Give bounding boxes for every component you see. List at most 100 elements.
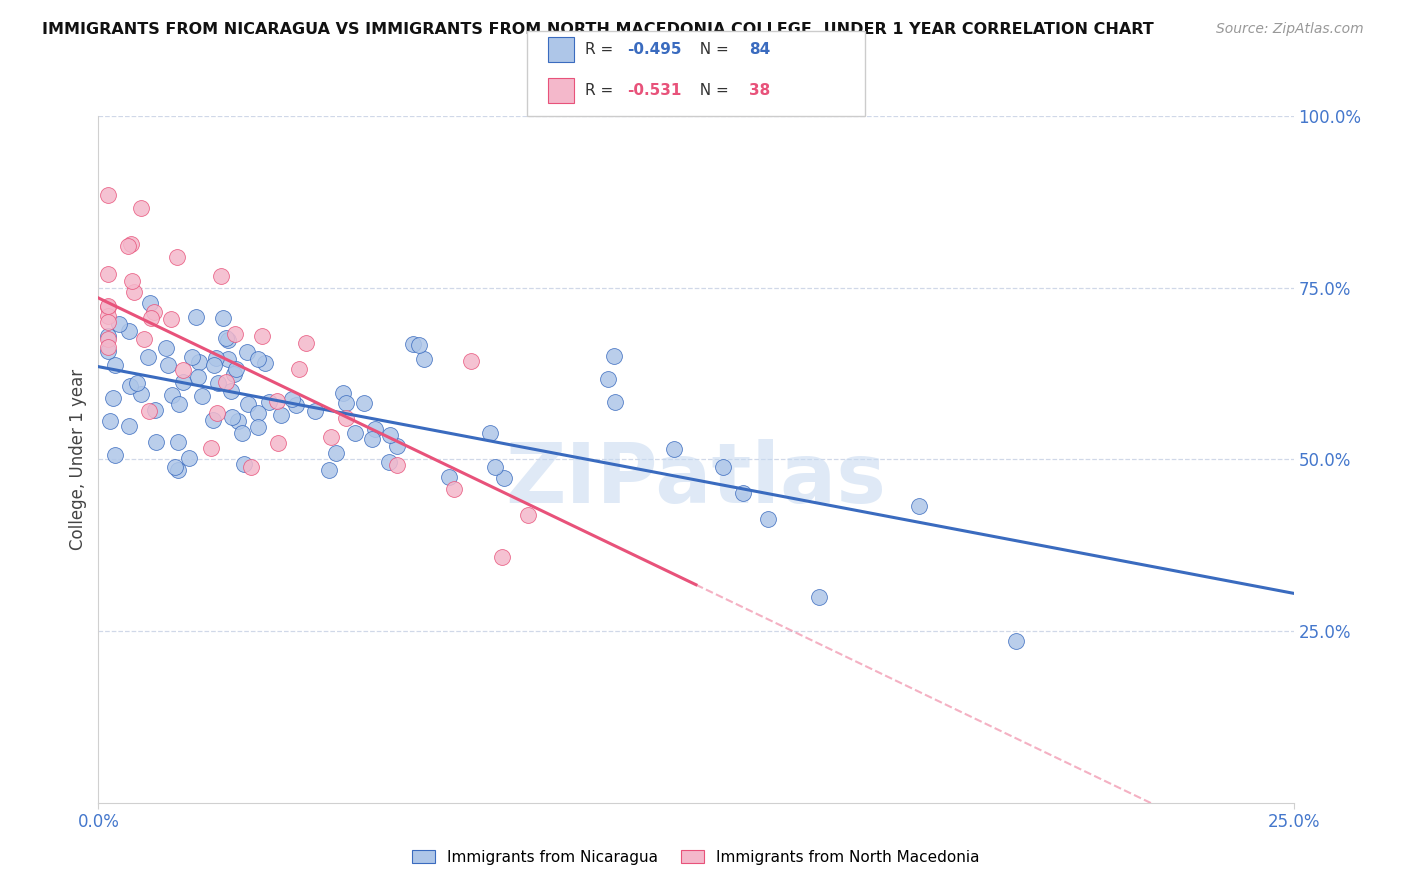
Point [160, 388, 183, 402]
Text: ZIPatlas: ZIPatlas [506, 440, 886, 521]
Point [222, 368, 245, 382]
Text: R =: R = [585, 83, 619, 97]
Point [97, 332, 120, 346]
Text: 38: 38 [749, 83, 770, 97]
Point [172, 375, 194, 389]
Point [155, 341, 177, 355]
Point [259, 394, 281, 409]
Point [207, 376, 229, 390]
Point [205, 406, 228, 420]
Point [295, 336, 318, 351]
Point [97, 315, 120, 329]
Point [711, 460, 734, 475]
Point [908, 500, 931, 514]
Text: N =: N = [690, 83, 734, 97]
Point [98, 414, 121, 428]
Point [173, 363, 195, 377]
Point [202, 358, 225, 372]
Text: Source: ZipAtlas.com: Source: ZipAtlas.com [1216, 22, 1364, 37]
Point [247, 419, 270, 434]
Point [215, 376, 238, 390]
Point [364, 422, 387, 436]
Point [117, 239, 139, 253]
Point [335, 396, 357, 410]
Point [118, 324, 141, 338]
Point [118, 419, 141, 434]
Point [97, 299, 120, 313]
Point [97, 301, 120, 315]
Point [165, 460, 187, 475]
Point [267, 435, 290, 450]
Point [232, 457, 254, 471]
Point [166, 434, 188, 449]
Point [211, 310, 233, 325]
Point [378, 428, 401, 442]
Point [108, 318, 131, 332]
Point [280, 392, 302, 406]
Point [252, 329, 274, 343]
Y-axis label: College, Under 1 year: College, Under 1 year [69, 368, 87, 550]
Point [246, 406, 269, 420]
Point [97, 329, 120, 343]
Point [143, 402, 166, 417]
Point [202, 412, 225, 426]
Point [437, 470, 460, 484]
Point [181, 350, 204, 364]
Point [97, 267, 120, 281]
Point [494, 471, 516, 485]
Point [97, 309, 120, 323]
Point [385, 439, 408, 453]
Text: -0.495: -0.495 [627, 43, 682, 57]
Text: 84: 84 [749, 43, 770, 57]
Point [319, 430, 342, 444]
Point [240, 459, 263, 474]
Point [221, 409, 243, 424]
Point [120, 379, 142, 393]
Point [186, 310, 208, 324]
Point [253, 356, 276, 370]
Point [156, 359, 179, 373]
Point [97, 344, 120, 359]
Text: R =: R = [585, 43, 619, 57]
Point [733, 485, 755, 500]
Point [200, 441, 222, 455]
Point [603, 349, 626, 363]
Point [402, 336, 425, 351]
Point [97, 340, 120, 354]
Point [138, 404, 160, 418]
Point [385, 458, 408, 472]
Point [169, 397, 191, 411]
Point [159, 312, 181, 326]
Point [360, 432, 382, 446]
Point [605, 395, 627, 409]
Point [596, 372, 619, 386]
Point [1005, 634, 1028, 648]
Point [270, 408, 292, 422]
Point [756, 511, 779, 525]
Point [808, 591, 831, 605]
Point [187, 355, 209, 369]
Point [136, 350, 159, 364]
Point [129, 201, 152, 215]
Point [491, 550, 513, 565]
Point [215, 331, 238, 345]
Text: IMMIGRANTS FROM NICARAGUA VS IMMIGRANTS FROM NORTH MACEDONIA COLLEGE, UNDER 1 YE: IMMIGRANTS FROM NICARAGUA VS IMMIGRANTS … [42, 22, 1154, 37]
Point [143, 305, 166, 319]
Point [332, 386, 354, 401]
Point [413, 352, 436, 367]
Point [231, 426, 253, 441]
Point [101, 391, 124, 405]
Point [122, 285, 145, 299]
Point [378, 455, 401, 469]
Point [287, 361, 309, 376]
Point [121, 275, 143, 289]
Point [120, 237, 142, 252]
Point [343, 425, 366, 440]
Point [226, 413, 249, 427]
Point [246, 352, 269, 367]
Point [139, 296, 162, 310]
Point [664, 442, 686, 457]
Legend: Immigrants from Nicaragua, Immigrants from North Macedonia: Immigrants from Nicaragua, Immigrants fr… [406, 844, 986, 871]
Point [224, 326, 246, 341]
Point [177, 450, 200, 465]
